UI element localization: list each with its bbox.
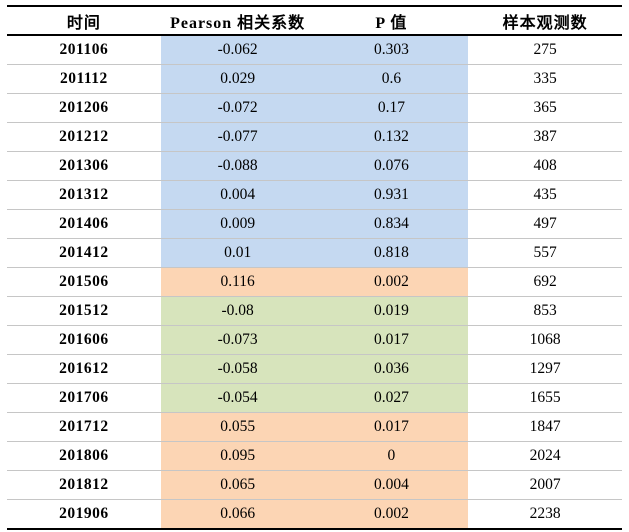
n-obs-cell: 335 bbox=[533, 70, 557, 87]
p-value-cell: 0.017 bbox=[314, 412, 469, 442]
n-obs-cell: 2007 bbox=[529, 476, 561, 493]
time-cell: 201112 bbox=[59, 70, 108, 87]
n-obs-cell: 387 bbox=[533, 128, 557, 145]
pearson-cell: -0.058 bbox=[160, 354, 315, 384]
pearson-cell: -0.072 bbox=[160, 93, 315, 123]
time-cell: 201412 bbox=[59, 244, 109, 261]
time-cell: 201806 bbox=[59, 447, 109, 464]
pearson-cell: -0.062 bbox=[160, 35, 315, 65]
time-cell: 201712 bbox=[59, 418, 109, 435]
pearson-cell: -0.073 bbox=[160, 325, 315, 355]
table-row: 201212 -0.077 0.132 387 bbox=[7, 122, 622, 152]
table-row: 201806 0.095 0 2024 bbox=[7, 441, 622, 471]
time-cell: 201406 bbox=[59, 215, 109, 232]
correlation-table: 时间 Pearson 相关系数 P 值 样本观测数 201106 -0.062 … bbox=[7, 5, 622, 530]
table-row: 201406 0.009 0.834 497 bbox=[7, 209, 622, 239]
time-cell: 201212 bbox=[59, 128, 109, 145]
n-obs-cell: 2238 bbox=[529, 505, 561, 522]
p-value-cell: 0.002 bbox=[314, 499, 469, 529]
n-obs-cell: 2024 bbox=[529, 447, 561, 464]
table-row: 201906 0.066 0.002 2238 bbox=[7, 499, 622, 529]
p-value-cell: 0.834 bbox=[314, 209, 469, 239]
table-body: 201106 -0.062 0.303 275 201112 0.029 0.6… bbox=[7, 35, 622, 529]
pearson-cell: 0.065 bbox=[160, 470, 315, 500]
time-cell: 201706 bbox=[59, 389, 109, 406]
n-obs-cell: 275 bbox=[533, 41, 557, 58]
pearson-cell: -0.054 bbox=[160, 383, 315, 413]
table-row: 201506 0.116 0.002 692 bbox=[7, 267, 622, 297]
p-value-cell: 0.004 bbox=[314, 470, 469, 500]
p-value-cell: 0 bbox=[314, 441, 469, 471]
table-row: 201706 -0.054 0.027 1655 bbox=[7, 383, 622, 413]
time-cell: 201906 bbox=[59, 505, 109, 522]
time-cell: 201312 bbox=[59, 186, 109, 203]
pearson-cell: 0.004 bbox=[160, 180, 315, 210]
table-row: 201512 -0.08 0.019 853 bbox=[7, 296, 622, 326]
pearson-cell: 0.066 bbox=[160, 499, 315, 529]
n-obs-cell: 1847 bbox=[529, 418, 561, 435]
header-n-obs: 样本观测数 bbox=[502, 14, 588, 32]
table-row: 201606 -0.073 0.017 1068 bbox=[7, 325, 622, 355]
p-value-cell: 0.818 bbox=[314, 238, 469, 268]
n-obs-cell: 365 bbox=[533, 99, 557, 116]
n-obs-cell: 435 bbox=[533, 186, 557, 203]
table-row: 201412 0.01 0.818 557 bbox=[7, 238, 622, 268]
time-cell: 201206 bbox=[59, 99, 109, 116]
header-p-value: P 值 bbox=[375, 14, 408, 32]
n-obs-cell: 1068 bbox=[529, 331, 561, 348]
pearson-cell: -0.088 bbox=[160, 151, 315, 181]
p-value-cell: 0.132 bbox=[314, 122, 469, 152]
n-obs-cell: 497 bbox=[533, 215, 557, 232]
pearson-cell: 0.029 bbox=[160, 64, 315, 94]
pearson-cell: -0.077 bbox=[160, 122, 315, 152]
p-value-cell: 0.002 bbox=[314, 267, 469, 297]
table-row: 201306 -0.088 0.076 408 bbox=[7, 151, 622, 181]
pearson-cell: 0.009 bbox=[160, 209, 315, 239]
time-cell: 201306 bbox=[59, 157, 109, 174]
pearson-cell: 0.055 bbox=[160, 412, 315, 442]
p-value-cell: 0.036 bbox=[314, 354, 469, 384]
n-obs-cell: 557 bbox=[533, 244, 557, 261]
table-row: 201312 0.004 0.931 435 bbox=[7, 180, 622, 210]
p-value-cell: 0.6 bbox=[314, 64, 469, 94]
header-row: 时间 Pearson 相关系数 P 值 样本观测数 bbox=[7, 6, 622, 35]
n-obs-cell: 1655 bbox=[529, 389, 561, 406]
p-value-cell: 0.17 bbox=[314, 93, 469, 123]
p-value-cell: 0.017 bbox=[314, 325, 469, 355]
n-obs-cell: 853 bbox=[533, 302, 557, 319]
pearson-cell: 0.095 bbox=[160, 441, 315, 471]
p-value-cell: 0.303 bbox=[314, 35, 469, 65]
time-cell: 201106 bbox=[59, 41, 109, 58]
pearson-cell: -0.08 bbox=[160, 296, 315, 326]
p-value-cell: 0.027 bbox=[314, 383, 469, 413]
n-obs-cell: 408 bbox=[533, 157, 557, 174]
n-obs-cell: 692 bbox=[533, 273, 557, 290]
table-row: 201206 -0.072 0.17 365 bbox=[7, 93, 622, 123]
time-cell: 201512 bbox=[59, 302, 109, 319]
header-time: 时间 bbox=[66, 14, 101, 32]
table-row: 201106 -0.062 0.303 275 bbox=[7, 35, 622, 65]
table-row: 201612 -0.058 0.036 1297 bbox=[7, 354, 622, 384]
pearson-cell: 0.01 bbox=[160, 238, 315, 268]
pearson-cell: 0.116 bbox=[160, 267, 315, 297]
p-value-cell: 0.076 bbox=[314, 151, 469, 181]
n-obs-cell: 1297 bbox=[529, 360, 561, 377]
time-cell: 201812 bbox=[59, 476, 109, 493]
header-pearson: Pearson 相关系数 bbox=[170, 14, 306, 32]
p-value-cell: 0.931 bbox=[314, 180, 469, 210]
time-cell: 201612 bbox=[59, 360, 109, 377]
table-row: 201812 0.065 0.004 2007 bbox=[7, 470, 622, 500]
table-row: 201712 0.055 0.017 1847 bbox=[7, 412, 622, 442]
p-value-cell: 0.019 bbox=[314, 296, 469, 326]
table-row: 201112 0.029 0.6 335 bbox=[7, 64, 622, 94]
time-cell: 201606 bbox=[59, 331, 109, 348]
time-cell: 201506 bbox=[59, 273, 109, 290]
